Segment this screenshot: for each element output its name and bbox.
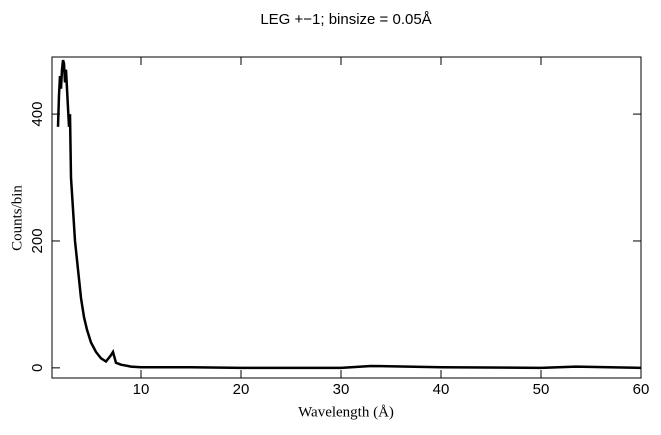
plot-frame <box>51 56 642 379</box>
y-tick-label: 400 <box>29 102 46 127</box>
y-tick-label: 200 <box>29 228 46 253</box>
x-tick-label: 20 <box>233 381 250 398</box>
y-axis-label: Counts/bin <box>9 185 25 251</box>
y-tick-label: 0 <box>29 364 46 372</box>
chart-title: LEG +−1; binsize = 0.05Å <box>260 11 431 28</box>
x-tick-label: 60 <box>633 381 650 398</box>
x-tick-label: 40 <box>433 381 450 398</box>
x-axis-label: Wavelength (Å) <box>298 404 394 420</box>
data-line <box>56 59 642 370</box>
x-tick-label: 50 <box>533 381 550 398</box>
x-tick-label: 10 <box>133 381 150 398</box>
x-tick-label: 30 <box>333 381 350 398</box>
